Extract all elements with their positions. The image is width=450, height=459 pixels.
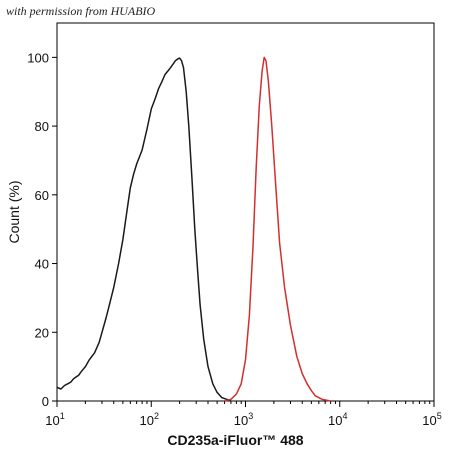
x-tick-label: 103	[234, 411, 253, 428]
y-tick-label: 100	[27, 50, 49, 65]
y-tick-label: 20	[35, 325, 49, 340]
plot-frame	[56, 22, 435, 402]
x-tick-label: 104	[328, 411, 347, 428]
watermark: with permission from HUABIO	[6, 4, 156, 18]
x-tick-label: 105	[422, 411, 441, 428]
y-axis-title: Count (%)	[6, 180, 22, 243]
x-tick-label: 101	[45, 411, 64, 428]
x-tick-label: 102	[140, 411, 159, 428]
y-tick-label: 40	[35, 257, 49, 272]
control-histogram-line	[56, 57, 232, 402]
y-tick-label: 0	[42, 394, 49, 409]
stained-histogram-line	[224, 56, 331, 402]
y-tick-label: 80	[35, 119, 49, 134]
y-tick-label: 60	[35, 188, 49, 203]
x-axis-title: CD235a-iFluor™ 488	[167, 432, 303, 448]
